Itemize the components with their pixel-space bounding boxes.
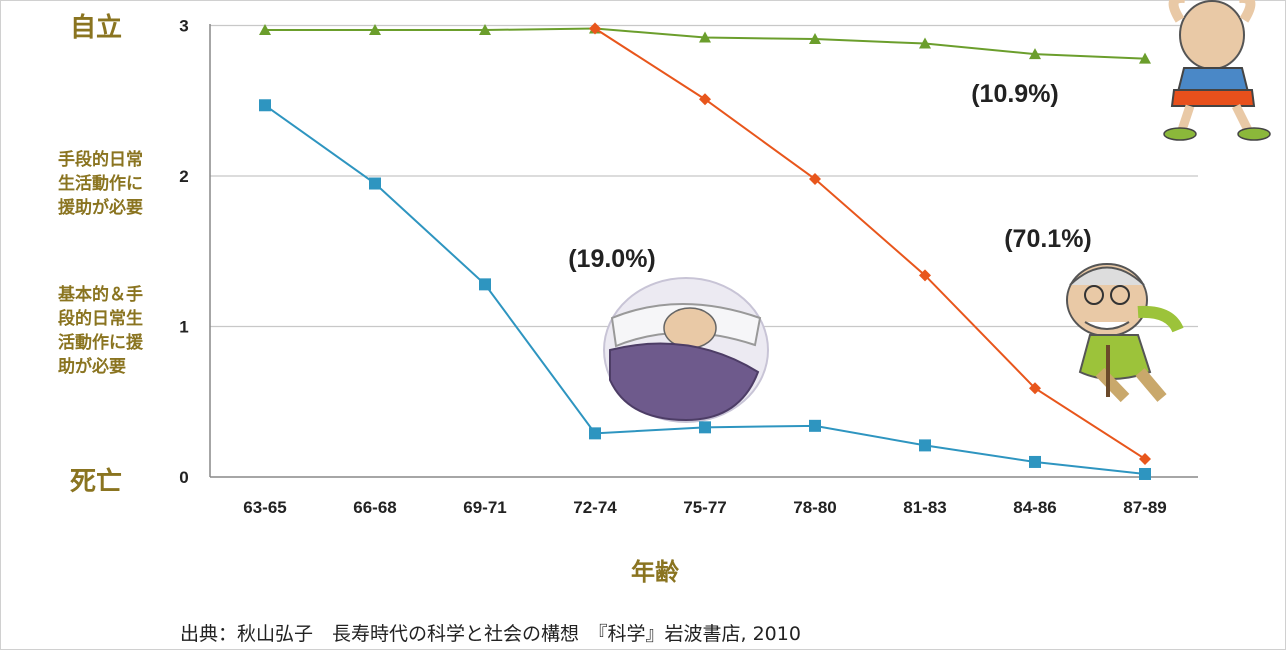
label-line: 助が必要	[58, 356, 126, 377]
data-point	[259, 99, 271, 112]
y-level-label-death: 死亡	[70, 466, 122, 497]
data-point	[809, 419, 821, 432]
x-tick-label: 66-68	[353, 498, 396, 517]
data-point	[259, 24, 271, 36]
data-point	[1029, 382, 1041, 395]
data-point	[699, 93, 711, 106]
data-point	[369, 177, 381, 190]
x-tick-labels: 63-65 66-68 69-71 72-74 75-77 78-80 81-83 84-86…	[243, 498, 1166, 517]
old-man-with-cane-illustration	[1066, 263, 1184, 403]
x-axis-title: 年齢	[631, 558, 680, 586]
data-point	[589, 427, 601, 440]
data-point	[919, 269, 931, 282]
label-line: 段的日常生	[58, 308, 143, 329]
y-tick-label: 3	[179, 17, 188, 36]
label-line: 手段的日常	[58, 149, 143, 170]
y-tick-label: 1	[179, 318, 188, 337]
data-point	[1029, 48, 1041, 60]
data-point	[479, 24, 491, 36]
x-tick-label: 84-86	[1013, 498, 1056, 517]
x-tick-label: 72-74	[573, 498, 617, 517]
x-tick-label: 75-77	[683, 498, 726, 517]
data-series	[259, 22, 1151, 480]
y-level-label-independent: 自立	[70, 12, 122, 43]
label-line: 援助が必要	[58, 197, 143, 218]
annotation-early-decline-pct: (19.0%)	[568, 245, 656, 273]
data-point	[699, 421, 711, 434]
label-line: 基本的＆手	[57, 284, 143, 305]
data-point	[1139, 52, 1151, 64]
x-tick-label: 81-83	[903, 498, 946, 517]
data-point	[1139, 467, 1151, 480]
label-line: 死亡	[70, 466, 122, 497]
y-tick-label: 2	[179, 167, 188, 186]
label-line: 生活動作に	[58, 173, 143, 194]
y-tick-labels: 0 1 2 3	[179, 17, 188, 488]
y-level-label-adl-help: 基本的＆手段的日常生活動作に援助が必要	[57, 284, 144, 377]
data-point	[369, 24, 381, 36]
label-line: 自立	[70, 12, 122, 43]
data-point	[809, 33, 821, 45]
x-tick-label: 63-65	[243, 498, 286, 517]
x-tick-label: 78-80	[793, 498, 836, 517]
data-point	[919, 439, 931, 452]
y-level-label-iadl-help: 手段的日常生活動作に援助が必要	[58, 149, 143, 218]
person-in-bed-illustration	[603, 277, 769, 423]
data-point	[919, 37, 931, 49]
data-point	[1029, 455, 1041, 468]
data-point	[809, 173, 821, 186]
annotation-independent-pct: (10.9%)	[971, 80, 1059, 108]
data-point	[479, 278, 491, 291]
x-tick-label: 87-89	[1123, 498, 1166, 517]
label-line: 活動作に援	[58, 332, 144, 353]
data-point	[699, 31, 711, 43]
series-line-diamond	[594, 27, 1146, 460]
y-tick-label: 0	[179, 468, 188, 487]
data-point	[1139, 452, 1151, 465]
old-man-flexing-illustration	[1163, 0, 1271, 141]
annotation-gradual-decline-pct: (70.1%)	[1004, 225, 1092, 253]
x-tick-label: 69-71	[463, 498, 506, 517]
data-point	[589, 22, 601, 35]
source-citation: 出典：秋山弘子 長寿時代の科学と社会の構想 『科学』岩波書店, 2010	[180, 623, 801, 645]
